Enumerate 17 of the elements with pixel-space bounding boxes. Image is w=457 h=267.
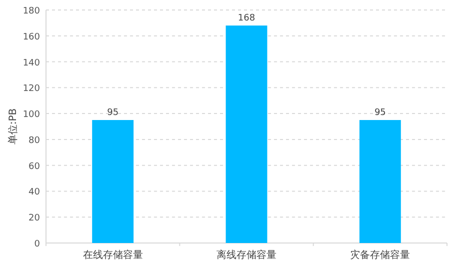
y-tick-label: 160 <box>22 32 40 42</box>
y-tick-label: 40 <box>28 188 40 198</box>
y-tick-label: 60 <box>28 162 40 172</box>
y-tick-label: 20 <box>28 214 40 224</box>
data-label: 95 <box>374 108 386 118</box>
y-tick-label: 100 <box>22 110 40 120</box>
x-tick-label: 灾备存储容量 <box>350 249 410 261</box>
y-tick-label: 140 <box>22 58 40 68</box>
y-tick-label: 80 <box>28 136 40 146</box>
data-label: 95 <box>107 108 119 118</box>
y-tick-label: 120 <box>22 84 40 94</box>
y-tick-label: 180 <box>22 6 40 16</box>
y-tick-label: 0 <box>34 240 40 250</box>
y-axis-title: 单位:PB <box>7 108 19 145</box>
data-label: 168 <box>238 14 256 24</box>
x-tick-label: 离线存储容量 <box>216 249 276 261</box>
x-tick-label: 在线存储容量 <box>82 249 143 261</box>
